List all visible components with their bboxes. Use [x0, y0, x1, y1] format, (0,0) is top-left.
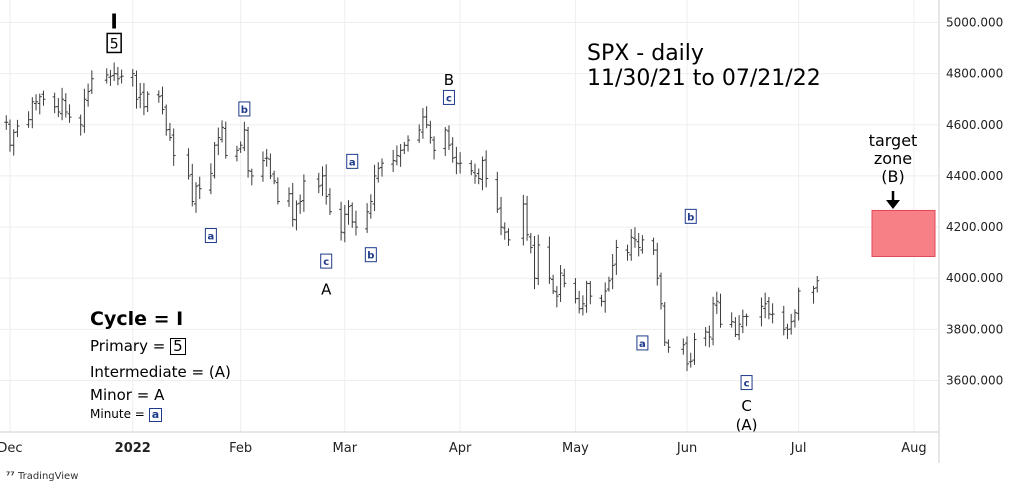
wave-label-minute: a — [208, 232, 215, 243]
wave-label-minute: a — [639, 339, 646, 350]
target-zone-line2: zone — [873, 149, 913, 168]
wave-label-minute-box — [238, 101, 251, 117]
tradingview-watermark: ⁷⁷ TradingView — [6, 471, 78, 482]
legend-minute: Minute = a — [90, 407, 163, 422]
time-tick-label: Mar — [333, 441, 358, 456]
wave-label: C — [741, 397, 751, 415]
target-zone-line3: (B) — [881, 167, 905, 186]
target-zone-line1: target — [868, 131, 918, 150]
legend-intermediate: Intermediate = (A) — [90, 363, 231, 381]
wave-label-minute: a — [349, 157, 356, 168]
wave-label-minute: b — [367, 251, 374, 262]
wave-label-minute: b — [241, 105, 248, 116]
legend-cycle: Cycle = I — [90, 308, 184, 330]
arrow-down-icon — [886, 200, 900, 209]
target-zone-box — [871, 209, 936, 257]
price-tick-label: 3600.000 — [946, 374, 1003, 388]
price-tick-label: 4800.000 — [946, 67, 1003, 81]
wave-label-primary: 5 — [110, 36, 119, 52]
tradingview-logo-icon: ⁷⁷ — [6, 471, 15, 482]
time-tick-label: 2022 — [115, 441, 151, 456]
time-tick-label: Dec — [0, 441, 23, 456]
legend-minor: Minor = A — [90, 386, 165, 404]
ohlc-bars — [4, 62, 820, 372]
price-tick-label: 5000.000 — [946, 16, 1003, 30]
tradingview-label: TradingView — [17, 471, 79, 482]
price-tick-label: 4000.000 — [946, 271, 1003, 285]
price-axis[interactable]: 5000.000 4800.000 4600.000 4400.000 4200.000… — [946, 16, 1003, 388]
legend-primary: Primary = 5 — [90, 337, 186, 355]
chart-grid — [0, 0, 939, 432]
wave-label-minute-box — [364, 247, 377, 263]
wave-label-minute-box — [442, 89, 455, 105]
wave-label-minute-box — [684, 208, 697, 224]
wave-label-minute-box — [204, 228, 217, 244]
wave-label: B — [444, 71, 454, 89]
time-tick-label: Jun — [676, 441, 697, 456]
time-axis[interactable]: Dec 2022 Feb Mar Apr May Jun Jul Aug — [0, 441, 927, 456]
time-tick-label: Jul — [790, 441, 807, 456]
time-tick-label: May — [562, 441, 589, 456]
target-zone-rect — [871, 209, 936, 257]
legend-primary-label: Primary = — [90, 337, 166, 355]
wave-label: A — [321, 280, 332, 298]
wave-label-minute-box — [320, 253, 333, 269]
time-tick-label: Aug — [901, 441, 926, 456]
time-tick-label: Feb — [229, 441, 252, 456]
wave-label-minute: b — [687, 212, 694, 223]
legend-minute-label: Minute = — [90, 407, 145, 421]
wave-label-primary-box — [106, 32, 122, 54]
wave-label-minute-box — [740, 375, 753, 391]
price-tick-label: 4400.000 — [946, 169, 1003, 183]
target-zone-label: target zone (B) — [858, 132, 928, 186]
price-tick-label: 4600.000 — [946, 118, 1003, 132]
wave-label-minute: c — [323, 257, 329, 268]
price-tick-label: 4200.000 — [946, 220, 1003, 234]
wave-label: I — [110, 10, 117, 34]
chart-subtitle: 11/30/21 to 07/21/22 — [587, 66, 821, 91]
wave-label: (A) — [736, 416, 758, 434]
wave-label-minute-box — [346, 153, 359, 169]
wave-label-minute: c — [446, 93, 452, 104]
chart-title: SPX - daily — [587, 41, 704, 66]
legend-primary-box: 5 — [170, 338, 186, 355]
legend-minute-box: a — [148, 408, 163, 422]
price-tick-label: 3800.000 — [946, 322, 1003, 336]
time-tick-label: Apr — [449, 441, 472, 456]
wave-label-minute-box — [636, 335, 649, 351]
wave-label-minute: c — [744, 379, 750, 390]
